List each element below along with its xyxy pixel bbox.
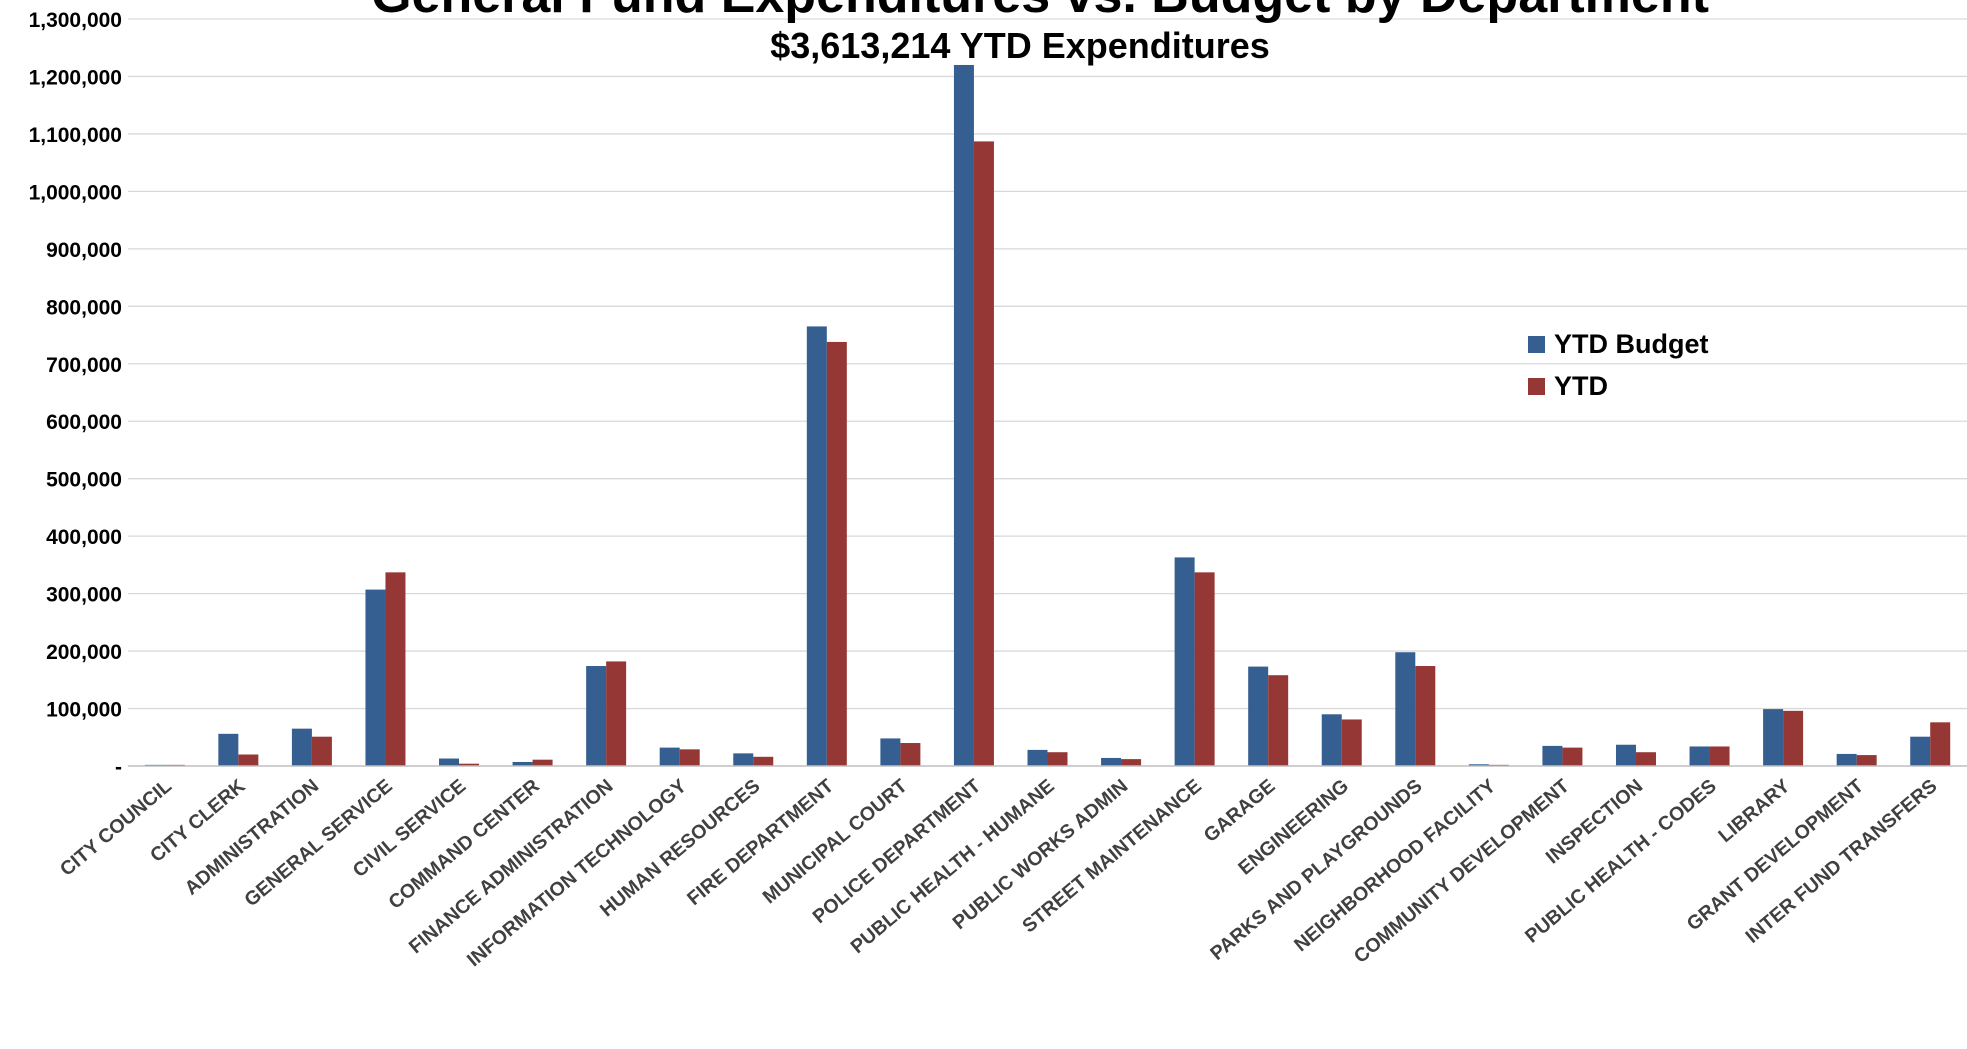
legend-swatch [1528, 336, 1545, 353]
bar-ytd-budget [1395, 652, 1416, 766]
bar-ytd [900, 743, 921, 766]
bar-ytd [385, 572, 406, 766]
bar-ytd [1783, 710, 1804, 766]
bar-ytd-budget [1615, 744, 1636, 766]
bar-ytd [311, 736, 332, 766]
bar-ytd-budget [1542, 745, 1563, 766]
bar-ytd [1562, 747, 1583, 766]
bar-ytd-budget [733, 753, 754, 766]
bar-ytd-budget [291, 728, 312, 766]
bar-ytd [459, 763, 480, 766]
bar-ytd-budget [586, 666, 607, 766]
bar-ytd-budget [806, 326, 827, 766]
bar-ytd-budget [1689, 746, 1710, 766]
bar-ytd [1856, 755, 1877, 766]
bar-ytd [532, 759, 553, 766]
bar-ytd [606, 661, 627, 766]
legend-label: YTD Budget [1554, 329, 1709, 359]
chart-title: General Fund Expenditures vs. Budget by … [371, 0, 1709, 24]
y-tick-label: 300,000 [46, 584, 122, 607]
y-tick-label: 1,300,000 [29, 9, 122, 32]
y-tick-label: 700,000 [46, 354, 122, 377]
y-tick-label: - [115, 756, 122, 779]
bar-ytd-budget [1763, 709, 1784, 766]
gridlines [128, 18, 1967, 710]
y-axis-tick-labels: - 100,000 200,000 300,000 400,000 500,000 600,… [29, 9, 122, 779]
bar-ytd [1930, 722, 1951, 766]
bar-ytd [1341, 719, 1362, 766]
bar-ytd [826, 341, 847, 766]
bar-ytd [1047, 752, 1068, 766]
legend: YTD Budget YTD [1528, 329, 1709, 401]
bars [144, 64, 1951, 767]
bar-ytd-budget [1101, 757, 1122, 766]
y-tick-label: 400,000 [46, 526, 122, 549]
bar-ytd-budget [1910, 736, 1931, 766]
bar-ytd-budget [1836, 753, 1857, 766]
bar-ytd-budget [1468, 764, 1489, 766]
bar-ytd-budget [512, 761, 533, 766]
y-tick-label: 600,000 [46, 411, 122, 434]
y-tick-label: 500,000 [46, 469, 122, 492]
bar-ytd [1268, 675, 1289, 766]
bar-ytd [679, 749, 700, 766]
y-tick-label: 1,000,000 [29, 181, 122, 204]
bar-ytd-budget [880, 738, 901, 766]
y-tick-label: 1,200,000 [29, 66, 122, 89]
bar-ytd [1635, 752, 1656, 766]
bar-ytd-budget [953, 64, 974, 766]
bar-ytd-budget [365, 589, 386, 766]
bar-ytd [1121, 759, 1142, 766]
bar-ytd-budget [218, 733, 239, 766]
bar-ytd-budget [1248, 666, 1269, 766]
y-tick-label: 800,000 [46, 296, 122, 319]
y-tick-label: 200,000 [46, 641, 122, 664]
bar-ytd-budget [1174, 557, 1195, 766]
legend-swatch [1528, 378, 1545, 395]
bar-ytd [1709, 746, 1730, 766]
legend-label: YTD [1554, 371, 1608, 401]
bar-ytd-budget [1027, 749, 1048, 766]
bar-ytd [973, 141, 994, 767]
y-tick-label: 900,000 [46, 239, 122, 262]
bar-ytd-budget [439, 758, 460, 766]
y-tick-label: 100,000 [46, 699, 122, 722]
bar-ytd [753, 756, 774, 766]
bar-ytd-budget [1321, 714, 1342, 766]
bar-ytd [238, 754, 259, 766]
chart-subtitle: $3,613,214 YTD Expenditures [770, 25, 1270, 66]
bar-ytd-budget [659, 747, 680, 766]
bar-ytd [1415, 666, 1436, 766]
bar-ytd [1194, 572, 1215, 766]
y-tick-label: 1,100,000 [29, 124, 122, 147]
